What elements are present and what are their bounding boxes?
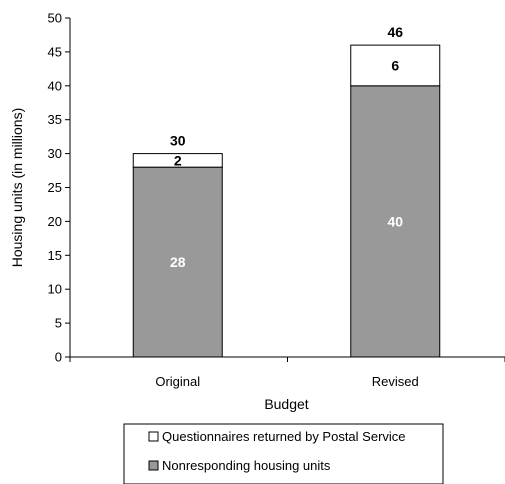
- y-tick-label: 15: [48, 248, 62, 263]
- y-tick-label: 35: [48, 112, 62, 127]
- legend-swatch: [148, 460, 159, 471]
- bar-segment: [350, 44, 441, 87]
- y-tick-label: 5: [55, 316, 62, 331]
- data-labels: 28 2 30 40 6 46: [170, 24, 403, 270]
- data-label: 28: [170, 254, 186, 270]
- legend-box: [123, 423, 444, 484]
- y-tick-label: 0: [55, 350, 62, 365]
- bar-segment: [132, 153, 223, 168]
- legend-swatch: [148, 431, 159, 442]
- legend-label: Questionnaires returned by Postal Servic…: [162, 429, 406, 444]
- data-label: 40: [387, 213, 403, 229]
- bar-segment: [132, 166, 223, 358]
- y-axis-title: Housing units (in millions): [9, 108, 25, 268]
- y-tick-label: 30: [48, 146, 62, 161]
- data-label: 6: [391, 57, 399, 73]
- y-tick-label: 45: [48, 44, 62, 59]
- y-tick-label: 10: [48, 282, 62, 297]
- bars: [132, 44, 441, 358]
- total-label: 46: [387, 24, 403, 40]
- y-tick-label: 20: [48, 214, 62, 229]
- x-axis: Original Revised: [69, 356, 505, 389]
- y-tick-label: 40: [48, 78, 62, 93]
- y-axis: 0 5 10 15 20 25 30 35 40 45 50: [48, 11, 71, 365]
- data-label: 2: [174, 152, 182, 168]
- y-tick-label: 50: [48, 11, 62, 26]
- legend: Questionnaires returned by Postal Servic…: [123, 423, 444, 484]
- y-tick-label: 25: [48, 180, 62, 195]
- total-label: 30: [170, 133, 186, 149]
- x-axis-title: Budget: [264, 396, 308, 412]
- x-tick-label: Original: [155, 374, 200, 389]
- legend-label: Nonresponding housing units: [162, 458, 331, 473]
- x-tick-label: Revised: [372, 374, 419, 389]
